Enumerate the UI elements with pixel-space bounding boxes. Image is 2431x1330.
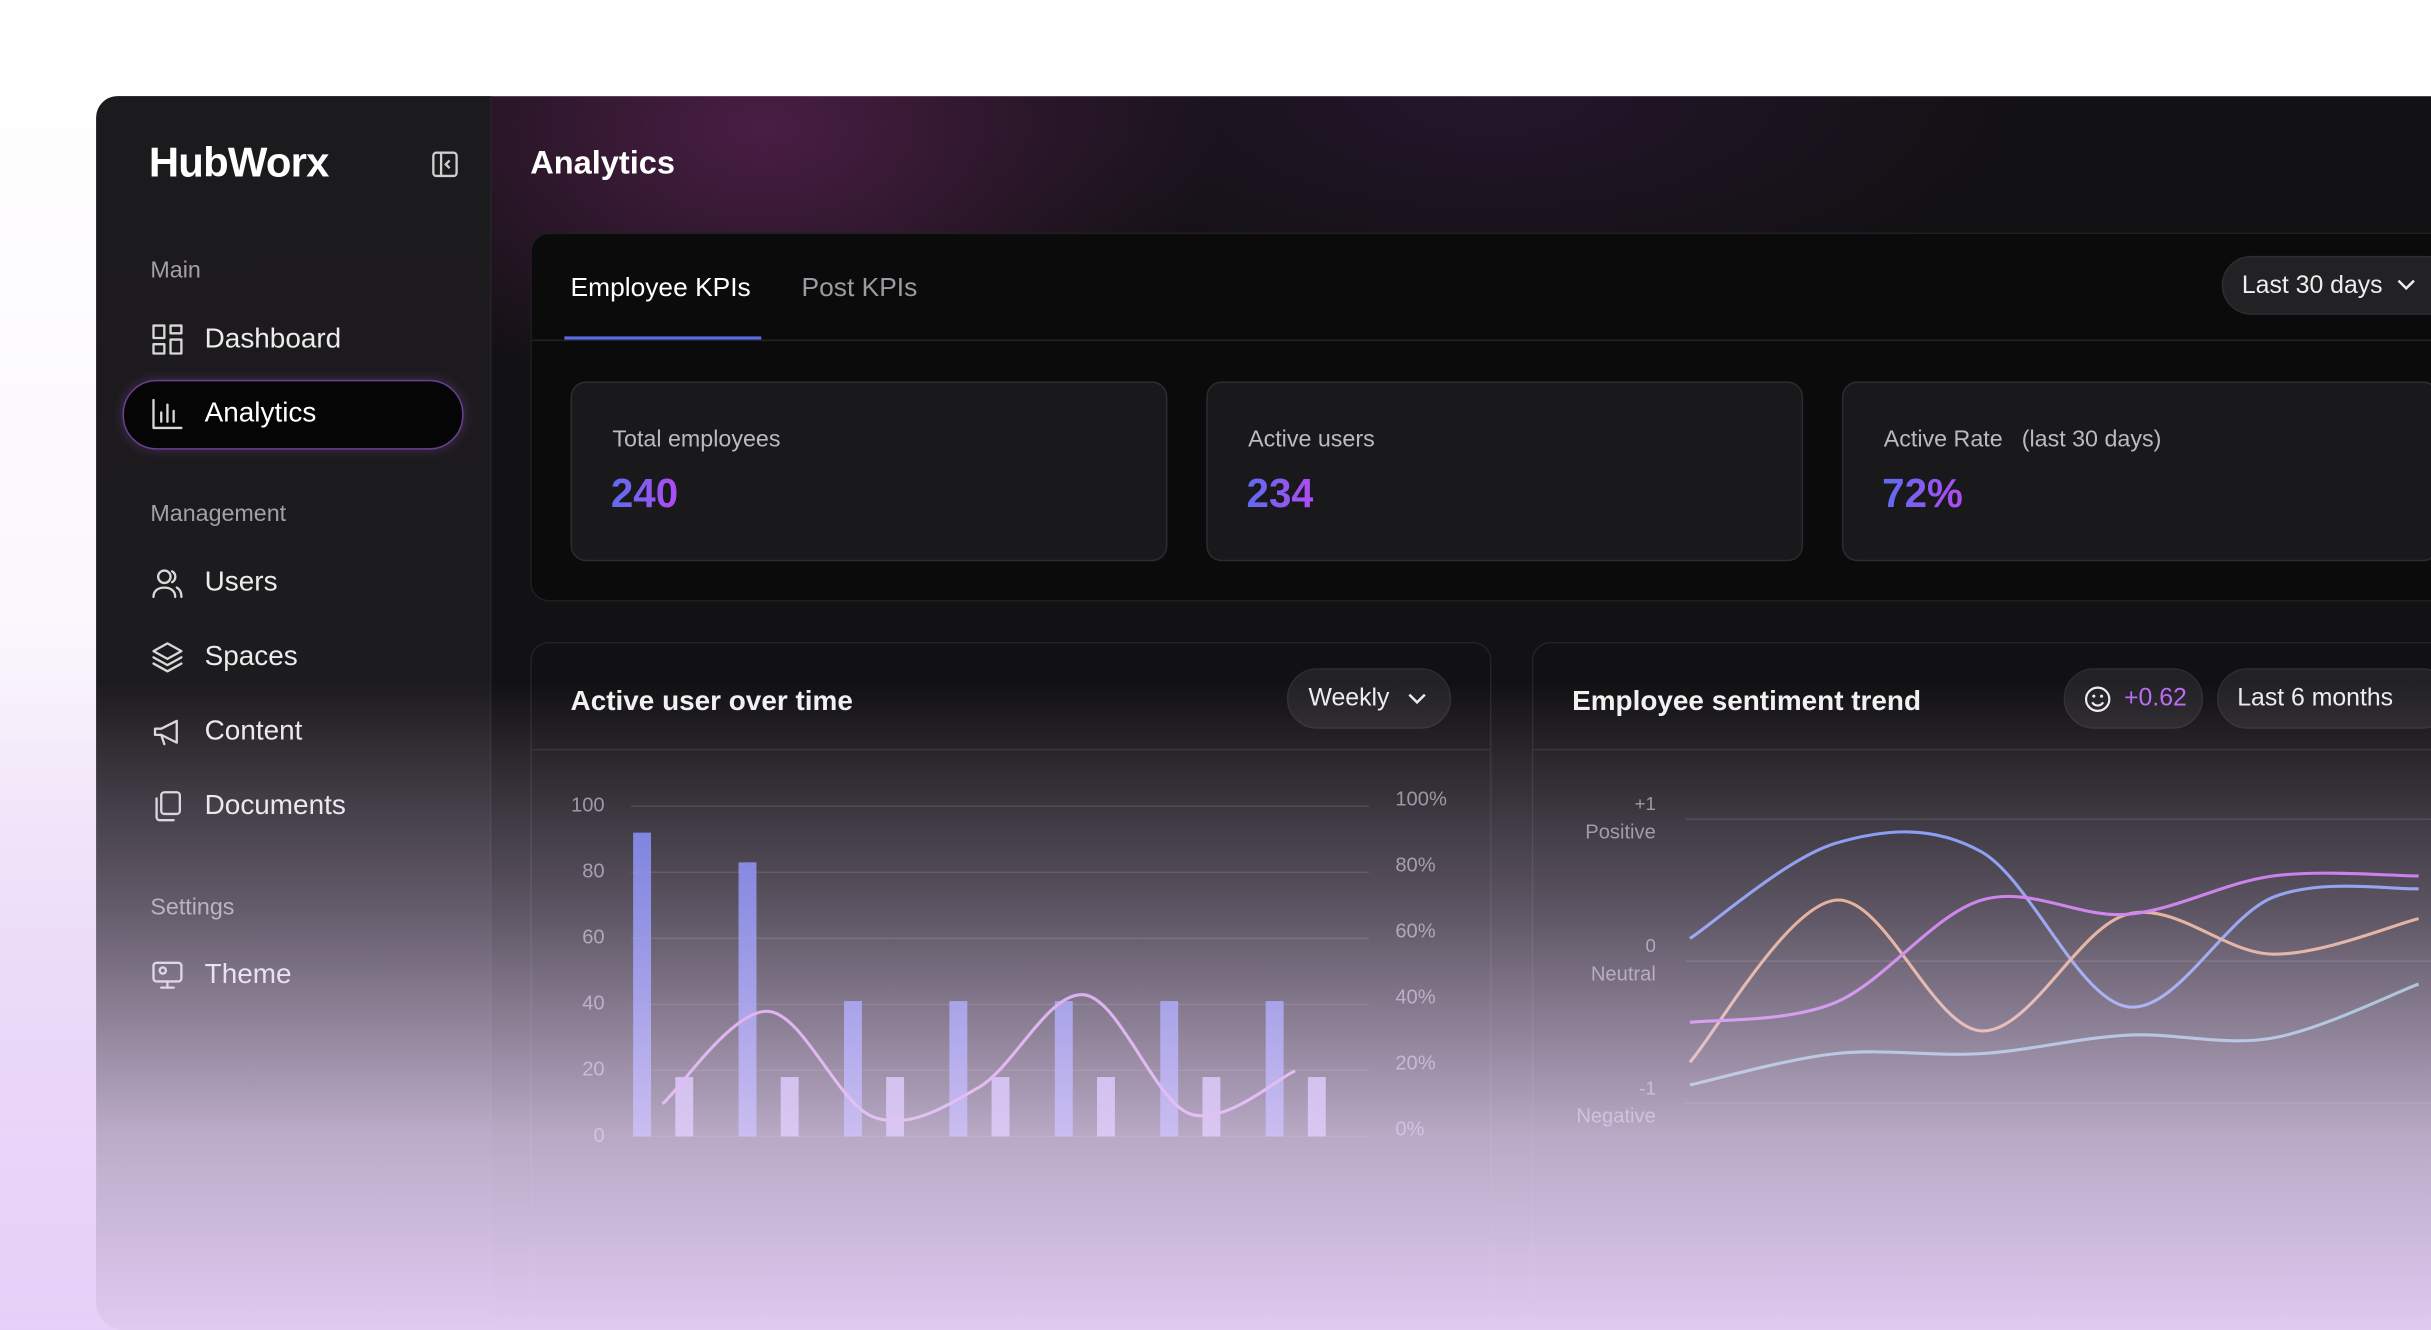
nav-item[interactable]: Analytics — [204, 396, 317, 428]
y-tick-label: 60 — [582, 927, 604, 949]
y-tick-label: 80 — [582, 861, 604, 883]
line — [1689, 871, 2419, 1024]
bar — [633, 832, 652, 1137]
collapse-button[interactable] — [431, 150, 459, 178]
y-tick-label: 100 — [571, 795, 605, 817]
range-dropdown[interactable]: Last 30 days — [2221, 255, 2431, 315]
kpi-label: Active Rate — [1883, 426, 2003, 453]
bar — [991, 1077, 1010, 1137]
kpi-card: Total employees 240 — [570, 381, 1168, 562]
line — [661, 993, 1296, 1123]
y-tick-label: -1 — [1639, 1077, 1656, 1098]
bar — [1097, 1077, 1115, 1137]
kpi-value: 72% — [1882, 469, 1963, 517]
kpi-label: Total employees — [612, 426, 781, 453]
bar — [738, 862, 757, 1137]
y2-tick-label: 80% — [1395, 854, 1435, 876]
y-tick-label: 40 — [582, 993, 604, 1015]
kpi-card: Active users 234 — [1206, 381, 1804, 562]
line — [1688, 898, 2419, 1064]
bar — [886, 1077, 905, 1137]
y-tick-label: 0 — [593, 1125, 604, 1147]
section-title: Main — [150, 257, 201, 284]
y2-tick-label: 20% — [1395, 1053, 1435, 1075]
kpi-value: 234 — [1246, 469, 1314, 517]
y-tick-caption: Negative — [1576, 1106, 1656, 1128]
y2-tick-label: 40% — [1395, 986, 1435, 1008]
kpi-card: Active Rate (last 30 days) 72% — [1841, 381, 2431, 562]
kpi-panel: Employee KPIs Post KPIs Last 30 days Tot… — [530, 232, 2431, 602]
icon — [152, 324, 183, 355]
icon — [152, 642, 183, 673]
tab[interactable]: Employee KPIs — [570, 272, 751, 303]
icon — [152, 398, 183, 430]
y-tick-label: 20 — [582, 1059, 604, 1081]
bar — [1307, 1077, 1326, 1137]
kpi-label: Active users — [1248, 426, 1375, 453]
y-tick-label: +1 — [1635, 793, 1656, 814]
divider — [531, 339, 2431, 342]
chevron — [2397, 279, 2415, 291]
logo[interactable]: HubWorx — [148, 139, 330, 187]
bar — [1054, 1001, 1073, 1137]
y-tick-label: 0 — [1645, 935, 1655, 956]
nav-item[interactable]: Users — [204, 565, 278, 597]
bar — [949, 1001, 968, 1137]
y2-tick-label: 0% — [1395, 1119, 1424, 1141]
nav-item[interactable]: Spaces — [204, 640, 298, 672]
tab-underline — [564, 336, 762, 340]
y-tick-caption: Neutral — [1591, 964, 1656, 986]
kpi-note: (last 30 days) — [2021, 426, 2162, 453]
bar — [1265, 1001, 1284, 1137]
active-nav-highlight — [122, 379, 464, 450]
y2-tick-label: 100% — [1395, 788, 1447, 810]
line — [1689, 982, 2420, 1087]
kpi-value: 240 — [610, 469, 679, 517]
icon — [152, 569, 183, 599]
bar — [1202, 1077, 1221, 1137]
dropdown-label: Last 30 days — [2241, 272, 2383, 300]
bar — [1160, 1001, 1179, 1137]
section-title: Management — [150, 500, 287, 528]
nav-item[interactable]: Dashboard — [204, 322, 342, 354]
bar — [780, 1077, 799, 1137]
bar — [843, 1001, 862, 1137]
y2-tick-label: 60% — [1395, 920, 1435, 942]
tab[interactable]: Post KPIs — [801, 272, 918, 303]
y-tick-caption: Positive — [1585, 821, 1656, 843]
page-title: Analytics — [530, 145, 676, 182]
